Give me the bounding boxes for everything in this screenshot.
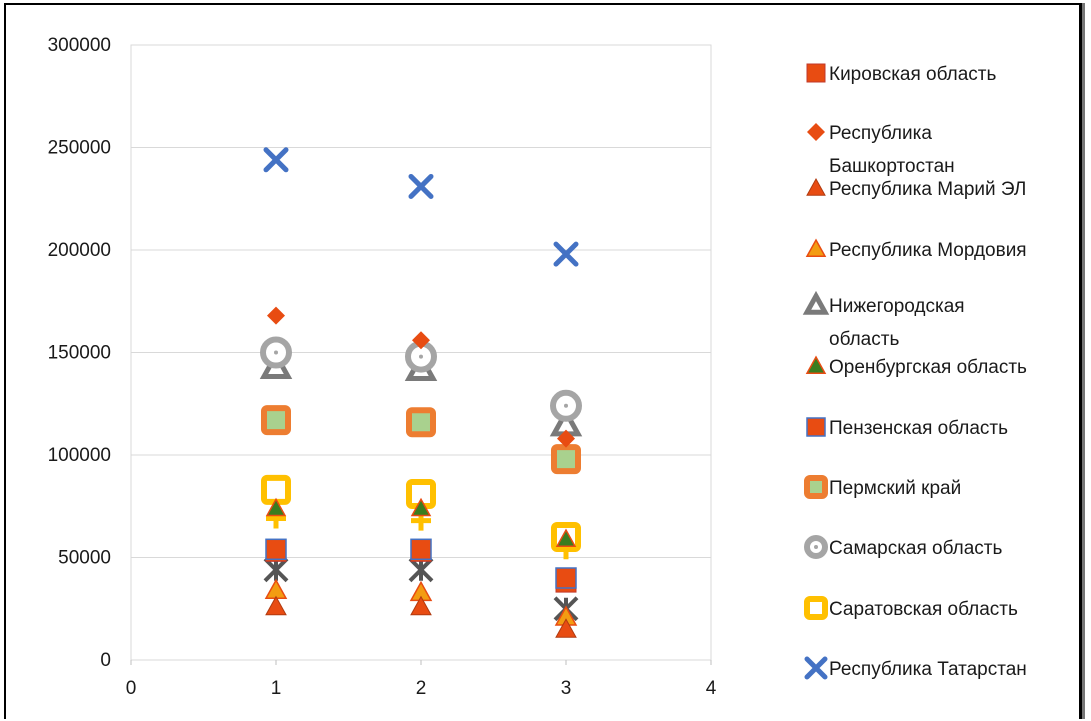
legend-marker [804,656,828,680]
y-tick-label: 150000 [48,343,111,364]
legend-label: Республика [829,123,932,144]
legend-marker [806,177,826,196]
y-tick-label: 0 [100,650,111,671]
legend-marker [804,596,828,620]
point-республика-марий-эл [410,595,432,616]
point-пензенская-область [555,567,577,589]
point-республика-татарстан [263,147,289,173]
point-республика-марий-эл [555,618,577,638]
x-tick-label: 0 [126,678,137,699]
legend-label: Саратовская область [829,599,1018,620]
point-пензенская-область [410,538,432,561]
point-республика-башкортостан [557,429,575,448]
y-tick-label: 50000 [58,548,111,569]
point-оренбургская-область [265,497,287,517]
legend-marker [804,535,828,559]
point-пермский-край [551,444,581,475]
legend-marker [806,417,826,437]
point-республика-татарстан [553,241,579,267]
point-республика-татарстан [408,173,434,199]
legend-label: Республика Татарстан [829,659,1027,680]
point-самарская-область [550,389,582,422]
legend-label: Республика Марий ЭЛ [829,179,1026,200]
point-asterisk [263,557,289,583]
point-республика-мордовия [264,578,288,600]
point-пермский-край [261,405,291,436]
point-оренбургская-область [410,497,432,517]
y-tick-label: 100000 [48,445,111,466]
chart-frame: 0 50000 100000 150000 200000 250000 300000 0 1 2 3… [4,3,1082,719]
x-tick-label: 4 [706,678,717,699]
point-оренбургская-область [555,528,577,547]
legend-label: Кировская область [829,64,997,85]
legend-label: Пермский край [829,478,961,499]
point-пермский-край [406,407,436,438]
x-tick-label: 3 [561,678,572,699]
scatter-chart: 0 50000 100000 150000 200000 250000 300000 0 1 2 3… [48,35,1027,699]
point-республика-башкортостан [412,331,430,350]
legend-label: Нижегородская [829,296,965,317]
legend-label: Оренбургская область [829,357,1027,378]
legend-marker [806,63,826,83]
y-tick-label: 250000 [48,138,111,159]
point-самарская-область [260,336,292,369]
point-asterisk [408,557,434,583]
y-tick-label: 200000 [48,240,111,261]
x-tick-label: 1 [271,678,282,699]
point-республика-марий-эл [265,595,287,616]
point-республика-башкортостан [267,306,285,325]
legend-label: Пензенская область [829,418,1008,439]
legend-marker [805,238,827,257]
legend-marker [807,123,825,141]
legend-label: область [829,329,899,350]
legend-marker [804,475,828,499]
point-пензенская-область [265,538,287,561]
legend-label: Самарская область [829,538,1003,559]
legend-label: Башкортостан [829,156,955,177]
y-tick-label: 300000 [48,35,111,56]
legend-marker [802,290,830,315]
legend-marker [805,355,827,374]
x-tick-label: 2 [416,678,427,699]
legend-label: Республика Мордовия [829,240,1027,261]
